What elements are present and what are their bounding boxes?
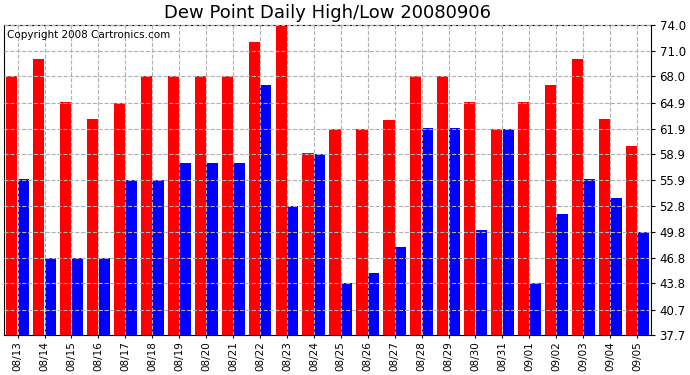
Bar <box>60 102 71 335</box>
Bar <box>529 283 541 335</box>
Bar <box>141 76 152 335</box>
Bar <box>572 59 583 335</box>
Bar <box>518 102 529 335</box>
Bar <box>395 248 406 335</box>
Bar <box>302 153 314 335</box>
Bar <box>195 76 206 335</box>
Bar <box>72 258 83 335</box>
Bar <box>114 103 125 335</box>
Bar <box>437 76 448 335</box>
Bar <box>168 76 179 335</box>
Bar <box>341 283 353 335</box>
Bar <box>314 154 326 335</box>
Bar <box>287 206 298 335</box>
Text: Copyright 2008 Cartronics.com: Copyright 2008 Cartronics.com <box>8 30 170 40</box>
Bar <box>87 119 98 335</box>
Bar <box>329 129 341 335</box>
Bar <box>410 76 422 335</box>
Bar <box>383 120 395 335</box>
Title: Dew Point Daily High/Low 20080906: Dew Point Daily High/Low 20080906 <box>164 4 491 22</box>
Bar <box>583 179 595 335</box>
Bar <box>491 129 502 335</box>
Bar <box>99 258 110 335</box>
Bar <box>126 180 137 335</box>
Bar <box>599 119 610 335</box>
Bar <box>45 258 56 335</box>
Bar <box>368 273 380 335</box>
Bar <box>260 85 271 335</box>
Bar <box>464 102 475 335</box>
Bar <box>233 163 244 335</box>
Bar <box>638 232 649 335</box>
Bar <box>448 128 460 335</box>
Bar <box>545 85 556 335</box>
Bar <box>356 129 368 335</box>
Bar <box>475 230 487 335</box>
Bar <box>556 214 568 335</box>
Bar <box>18 179 29 335</box>
Bar <box>152 180 164 335</box>
Bar <box>33 59 44 335</box>
Bar <box>502 129 514 335</box>
Bar <box>248 42 260 335</box>
Bar <box>275 25 287 335</box>
Bar <box>626 146 637 335</box>
Bar <box>6 76 17 335</box>
Bar <box>206 163 217 335</box>
Bar <box>610 198 622 335</box>
Bar <box>422 128 433 335</box>
Bar <box>179 163 190 335</box>
Bar <box>221 76 233 335</box>
